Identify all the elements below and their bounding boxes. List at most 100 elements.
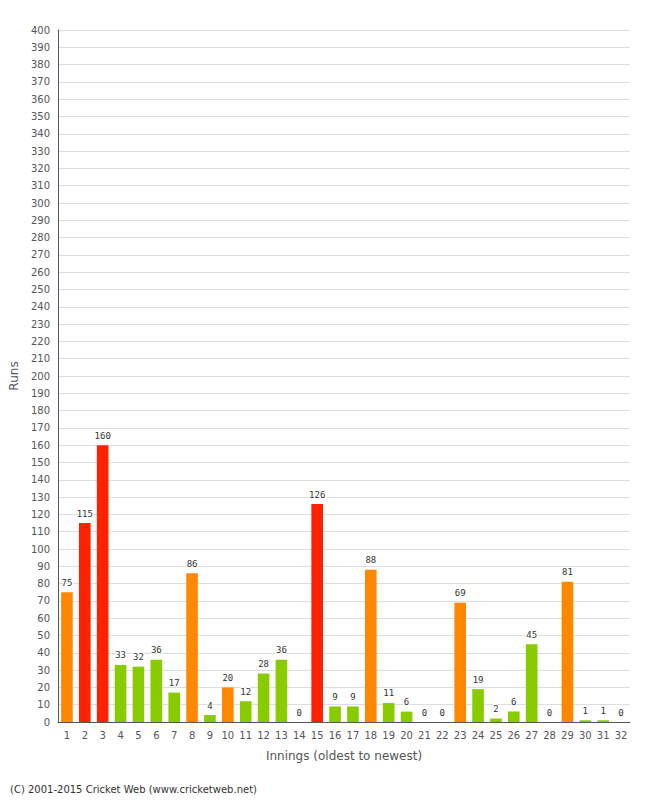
svg-text:1: 1 — [600, 706, 605, 716]
svg-text:0: 0 — [618, 708, 623, 718]
svg-text:28: 28 — [543, 730, 556, 741]
svg-text:33: 33 — [115, 650, 126, 660]
svg-text:370: 370 — [31, 76, 50, 87]
svg-text:27: 27 — [525, 730, 538, 741]
svg-text:220: 220 — [31, 336, 50, 347]
svg-text:20: 20 — [222, 673, 233, 683]
svg-text:40: 40 — [37, 647, 50, 658]
svg-text:5: 5 — [135, 730, 141, 741]
svg-text:160: 160 — [31, 440, 50, 451]
svg-text:150: 150 — [31, 457, 50, 468]
svg-text:0: 0 — [44, 717, 50, 728]
svg-text:23: 23 — [454, 730, 467, 741]
svg-text:400: 400 — [31, 25, 50, 36]
svg-text:11: 11 — [383, 688, 394, 698]
svg-text:(C) 2001-2015 Cricket Web (www: (C) 2001-2015 Cricket Web (www.cricketwe… — [10, 784, 257, 795]
svg-text:270: 270 — [31, 249, 50, 260]
svg-text:4: 4 — [207, 701, 212, 711]
svg-text:0: 0 — [297, 708, 302, 718]
svg-text:50: 50 — [37, 630, 50, 641]
svg-text:360: 360 — [31, 94, 50, 105]
svg-text:88: 88 — [365, 555, 376, 565]
svg-text:6: 6 — [153, 730, 159, 741]
svg-text:31: 31 — [597, 730, 610, 741]
svg-text:32: 32 — [133, 652, 144, 662]
svg-text:10: 10 — [221, 730, 234, 741]
svg-text:13: 13 — [275, 730, 288, 741]
svg-text:180: 180 — [31, 405, 50, 416]
svg-text:130: 130 — [31, 492, 50, 503]
svg-text:0: 0 — [422, 708, 427, 718]
svg-text:2: 2 — [82, 730, 88, 741]
svg-text:170: 170 — [31, 422, 50, 433]
svg-text:80: 80 — [37, 578, 50, 589]
svg-text:Innings (oldest to newest): Innings (oldest to newest) — [266, 749, 422, 763]
svg-text:100: 100 — [31, 544, 50, 555]
svg-text:17: 17 — [169, 678, 180, 688]
svg-text:115: 115 — [77, 509, 93, 519]
svg-text:310: 310 — [31, 180, 50, 191]
svg-text:28: 28 — [258, 659, 269, 669]
svg-text:120: 120 — [31, 509, 50, 520]
svg-text:1: 1 — [583, 706, 588, 716]
svg-text:20: 20 — [37, 682, 50, 693]
svg-text:320: 320 — [31, 163, 50, 174]
svg-text:19: 19 — [382, 730, 395, 741]
svg-text:36: 36 — [151, 645, 162, 655]
svg-text:30: 30 — [37, 665, 50, 676]
svg-text:90: 90 — [37, 561, 50, 572]
svg-text:300: 300 — [31, 198, 50, 209]
svg-text:20: 20 — [400, 730, 413, 741]
svg-text:30: 30 — [579, 730, 592, 741]
svg-text:230: 230 — [31, 319, 50, 330]
svg-text:26: 26 — [507, 730, 520, 741]
svg-text:86: 86 — [187, 559, 198, 569]
svg-text:0: 0 — [440, 708, 445, 718]
svg-text:19: 19 — [473, 675, 484, 685]
svg-text:330: 330 — [31, 146, 50, 157]
svg-text:380: 380 — [31, 59, 50, 70]
svg-text:200: 200 — [31, 371, 50, 382]
svg-text:17: 17 — [347, 730, 360, 741]
svg-text:Runs: Runs — [7, 361, 21, 390]
svg-text:12: 12 — [240, 687, 251, 697]
svg-text:25: 25 — [490, 730, 503, 741]
svg-text:1: 1 — [64, 730, 70, 741]
svg-text:24: 24 — [472, 730, 485, 741]
svg-text:6: 6 — [404, 697, 409, 707]
svg-text:75: 75 — [62, 578, 73, 588]
svg-text:16: 16 — [329, 730, 342, 741]
svg-text:290: 290 — [31, 215, 50, 226]
svg-text:69: 69 — [455, 588, 466, 598]
svg-text:70: 70 — [37, 595, 50, 606]
svg-text:4: 4 — [117, 730, 123, 741]
svg-text:260: 260 — [31, 267, 50, 278]
svg-text:2: 2 — [493, 704, 498, 714]
svg-text:210: 210 — [31, 353, 50, 364]
svg-text:340: 340 — [31, 128, 50, 139]
svg-text:14: 14 — [293, 730, 306, 741]
svg-text:280: 280 — [31, 232, 50, 243]
svg-text:22: 22 — [436, 730, 449, 741]
svg-text:9: 9 — [332, 692, 337, 702]
svg-text:11: 11 — [239, 730, 252, 741]
svg-text:160: 160 — [95, 431, 111, 441]
svg-text:29: 29 — [561, 730, 574, 741]
svg-text:21: 21 — [418, 730, 431, 741]
svg-text:240: 240 — [31, 301, 50, 312]
svg-text:18: 18 — [364, 730, 377, 741]
svg-text:7: 7 — [171, 730, 177, 741]
svg-text:110: 110 — [31, 526, 50, 537]
svg-text:9: 9 — [350, 692, 355, 702]
svg-text:390: 390 — [31, 42, 50, 53]
svg-text:126: 126 — [309, 490, 325, 500]
svg-text:140: 140 — [31, 474, 50, 485]
svg-text:12: 12 — [257, 730, 270, 741]
svg-text:32: 32 — [615, 730, 628, 741]
svg-text:36: 36 — [276, 645, 287, 655]
svg-text:350: 350 — [31, 111, 50, 122]
svg-text:45: 45 — [526, 630, 537, 640]
svg-text:60: 60 — [37, 613, 50, 624]
svg-text:3: 3 — [100, 730, 106, 741]
svg-text:6: 6 — [511, 697, 516, 707]
